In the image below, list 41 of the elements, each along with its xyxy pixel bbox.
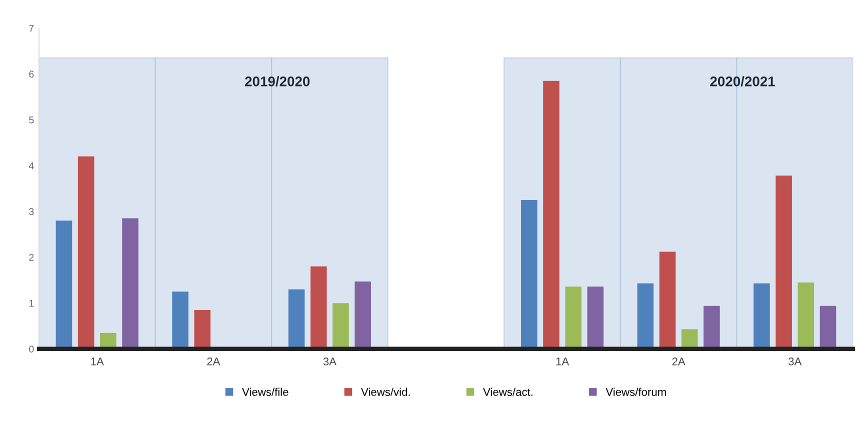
y-tick-label: 2 bbox=[29, 254, 34, 261]
y-tick-label: 5 bbox=[29, 116, 34, 124]
bar bbox=[78, 156, 94, 349]
legend-label: Views/file bbox=[242, 388, 288, 396]
y-tick-label: 7 bbox=[29, 24, 34, 32]
x-tick-label: 3A bbox=[323, 358, 336, 366]
bar bbox=[565, 286, 582, 349]
bar bbox=[659, 252, 676, 349]
bar bbox=[194, 310, 210, 349]
bar bbox=[637, 283, 654, 349]
bar bbox=[587, 286, 604, 349]
bar bbox=[681, 329, 698, 349]
legend-label: Views/forum bbox=[606, 388, 666, 396]
bar bbox=[543, 80, 560, 349]
bar bbox=[172, 292, 188, 349]
bar bbox=[332, 303, 349, 349]
bar bbox=[56, 220, 72, 349]
bar bbox=[704, 306, 720, 349]
y-tick-label: 3 bbox=[29, 208, 34, 216]
bar bbox=[310, 266, 327, 349]
legend-label: Views/vid. bbox=[361, 388, 410, 396]
bar bbox=[354, 282, 371, 349]
x-tick-label: 1A bbox=[91, 358, 104, 366]
annotation: 2019/2020 bbox=[245, 76, 310, 87]
bar bbox=[754, 283, 770, 349]
bar bbox=[521, 200, 538, 349]
annotation: 2020/2021 bbox=[710, 76, 775, 87]
bar bbox=[798, 282, 814, 349]
x-tick-label: 2A bbox=[672, 358, 686, 366]
bar bbox=[820, 306, 836, 349]
y-tick-label: 1 bbox=[29, 300, 34, 307]
bar bbox=[122, 218, 138, 349]
x-tick-label: 3A bbox=[788, 358, 802, 366]
y-tick-label: 4 bbox=[28, 162, 34, 170]
bar bbox=[288, 289, 305, 349]
x-tick-label: 2A bbox=[207, 358, 220, 366]
bar bbox=[776, 176, 792, 349]
x-tick-label: 1A bbox=[556, 358, 570, 366]
legend-label: Views/act. bbox=[483, 388, 532, 396]
y-tick-label: 0 bbox=[29, 346, 34, 353]
y-tick-label: 6 bbox=[29, 70, 34, 78]
